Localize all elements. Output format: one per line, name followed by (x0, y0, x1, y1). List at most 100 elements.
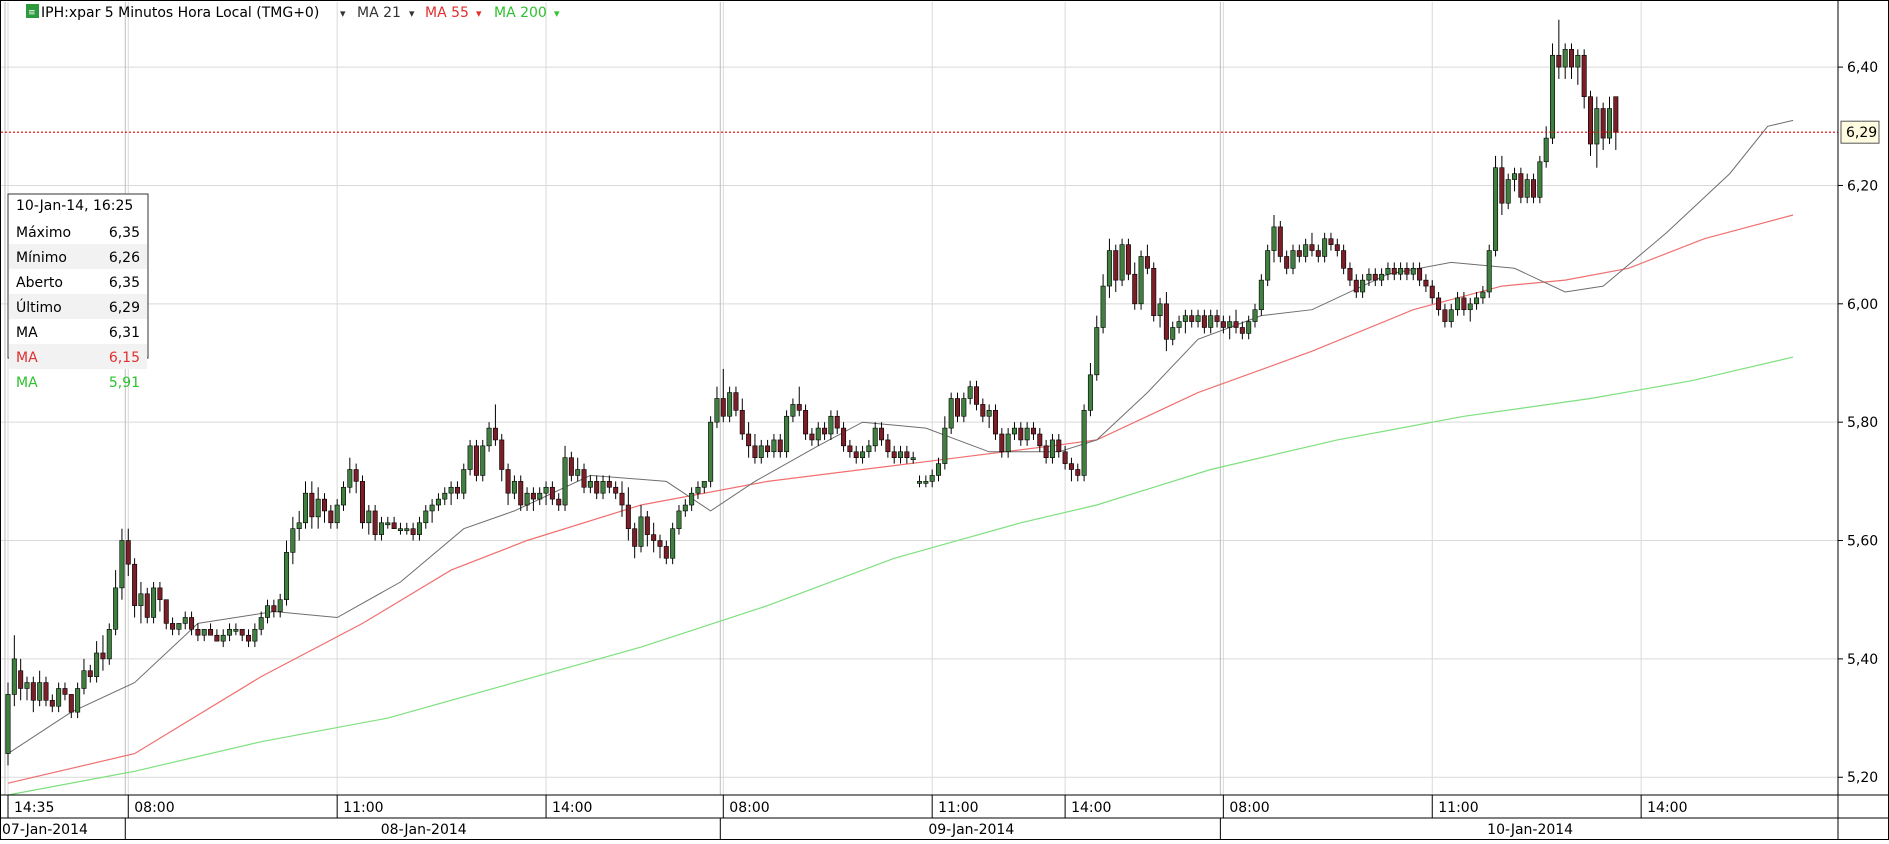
candle (695, 481, 701, 500)
candle-body (144, 593, 150, 618)
candle-body (1588, 96, 1594, 145)
ma-long-label[interactable]: MA 200 (494, 5, 547, 21)
candle-body (277, 599, 283, 612)
infobox-row-label: Último (16, 298, 62, 316)
candle (1518, 167, 1524, 204)
candle-body (1518, 173, 1524, 198)
candle-body (416, 522, 422, 535)
candle (1043, 439, 1049, 464)
last-price-tag-label: 6,29 (1846, 125, 1877, 141)
candle-body (803, 410, 809, 435)
candle (1391, 262, 1397, 281)
y-tick-label: 5,80 (1847, 415, 1878, 431)
candle-body (1106, 250, 1112, 287)
candle-body (1056, 439, 1062, 453)
candle (340, 481, 346, 511)
candle (581, 463, 587, 494)
candle (885, 434, 891, 458)
candle-body (1018, 427, 1024, 441)
candle-body (1531, 179, 1537, 198)
candle (1106, 238, 1112, 298)
candle (1341, 244, 1347, 275)
candle-body (1087, 374, 1093, 411)
ma-short-chevron-icon[interactable]: ▾ (409, 7, 415, 20)
candle (714, 386, 720, 429)
infobox-row-label: MA (16, 350, 38, 366)
candle (1417, 262, 1423, 287)
candle-body (182, 617, 188, 624)
candle-body (885, 439, 891, 453)
candle (499, 434, 505, 482)
candle (157, 581, 163, 612)
candle-body (1125, 244, 1131, 275)
candle (106, 623, 112, 665)
candle-body (1410, 268, 1416, 275)
candle (1303, 238, 1309, 263)
candle (1588, 90, 1594, 156)
candle (1569, 43, 1575, 79)
candle (1265, 244, 1271, 287)
candle (315, 487, 321, 529)
candle (303, 481, 309, 529)
candle-body (353, 469, 359, 482)
candle (973, 380, 979, 411)
candle (132, 558, 138, 618)
candle-body (986, 410, 992, 417)
candle (461, 463, 467, 500)
x-tick-label: 08:00 (729, 800, 769, 816)
candle-body (125, 540, 131, 565)
candle-body (1455, 297, 1461, 311)
candle-body (1379, 273, 1385, 281)
candle (385, 516, 391, 529)
x-tick-label: 14:00 (1647, 800, 1687, 816)
symbol-label[interactable]: IPH:xpar 5 Minutos Hora Local (TMG+0) (41, 5, 319, 21)
candle (454, 481, 460, 500)
candle (1467, 297, 1473, 322)
ma-mid-label[interactable]: MA 55 (425, 5, 469, 21)
candle (632, 522, 638, 559)
candle (898, 445, 904, 464)
candle-body (695, 486, 701, 494)
candle (942, 416, 948, 470)
candle-body (296, 522, 302, 529)
candle-body (1398, 268, 1404, 275)
candle (1410, 262, 1416, 281)
candle (1138, 250, 1144, 310)
candle-body (1068, 463, 1074, 470)
candle (1360, 274, 1366, 298)
candle (1208, 309, 1214, 334)
y-tick-label: 6,00 (1847, 297, 1878, 313)
candle-body (1189, 315, 1195, 322)
candle-body (1163, 303, 1169, 340)
ma-short-label[interactable]: MA 21 (357, 5, 401, 21)
candle (271, 599, 277, 618)
candle (1309, 232, 1315, 257)
ma-mid-chevron-icon[interactable]: ▾ (476, 7, 482, 20)
candle-body (973, 386, 979, 405)
candle (334, 499, 340, 529)
candle-body (1011, 427, 1017, 435)
candle-body (809, 433, 815, 441)
candle (94, 641, 100, 683)
candle (170, 617, 176, 636)
candle-body (100, 652, 106, 660)
candle (113, 570, 119, 636)
ma-long-chevron-icon[interactable]: ▾ (554, 7, 560, 20)
infobox-row-label: MA (16, 325, 38, 341)
candle-body (1043, 445, 1049, 458)
candle-body (657, 540, 663, 547)
candle (1062, 445, 1068, 470)
candle-body (562, 457, 568, 506)
candle-body (860, 451, 866, 458)
candle-body (328, 510, 334, 524)
candle-body (195, 628, 201, 636)
chart-header: ≡ IPH:xpar 5 Minutos Hora Local (TMG+0) … (26, 4, 560, 21)
candle (1550, 43, 1556, 145)
x-tick-label: 11:00 (938, 800, 978, 816)
candle-body (1543, 137, 1549, 163)
candle-body (1138, 256, 1144, 305)
candle (233, 623, 239, 636)
ma-short-dropdown-icon[interactable]: ▾ (340, 7, 346, 20)
candle-body (5, 694, 11, 754)
